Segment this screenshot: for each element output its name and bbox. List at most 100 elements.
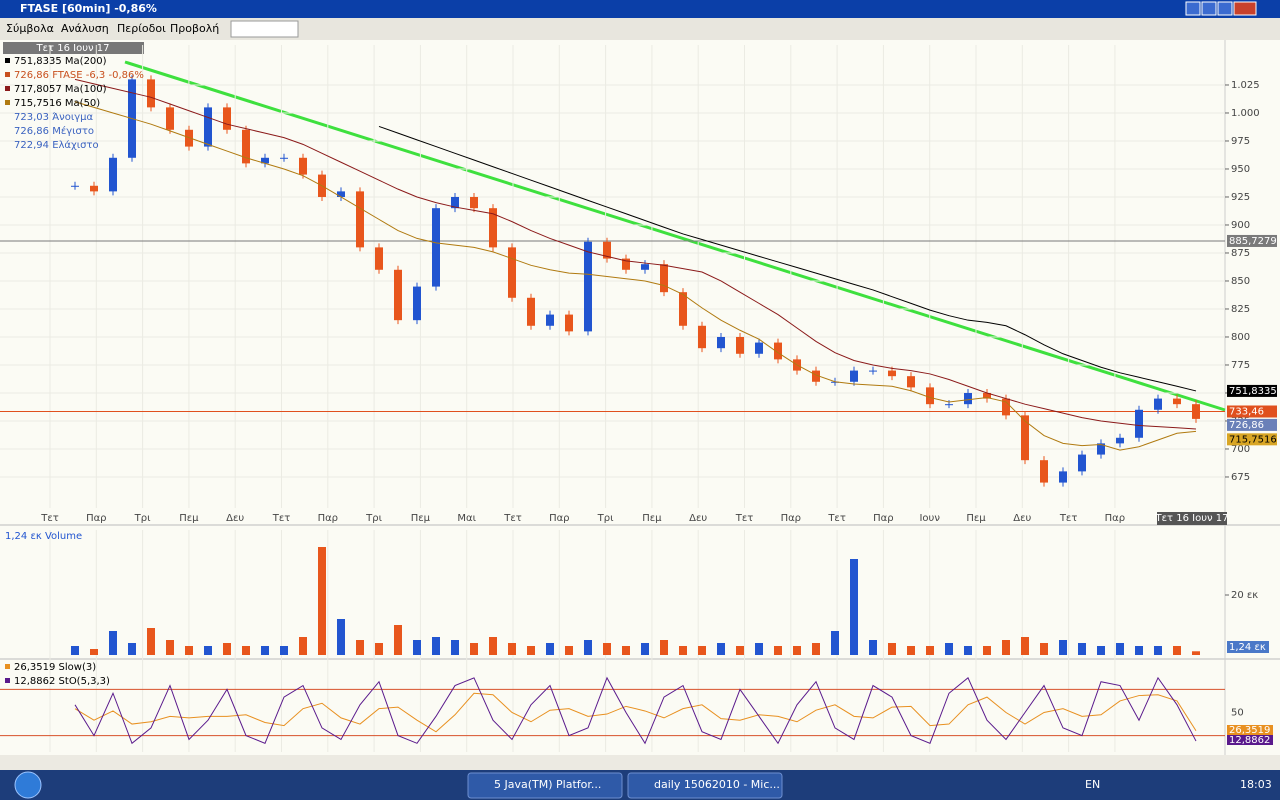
candle bbox=[641, 264, 649, 270]
candle bbox=[223, 107, 231, 130]
volume-bar bbox=[1021, 637, 1029, 655]
volume-badge bbox=[1227, 641, 1269, 653]
x-tick-label: Πεμ bbox=[642, 513, 662, 524]
candle bbox=[432, 208, 440, 287]
task-button[interactable] bbox=[467, 772, 623, 799]
price-badge bbox=[1227, 433, 1277, 446]
candle bbox=[451, 196, 459, 209]
start-button[interactable] bbox=[14, 771, 42, 799]
candle bbox=[869, 370, 877, 372]
minimize[interactable] bbox=[1185, 1, 1201, 16]
legend-name: StO(5,3,3) bbox=[59, 676, 110, 687]
date-label: Τετ 16 Ιουν 17 bbox=[36, 43, 110, 54]
trendline bbox=[124, 60, 1226, 412]
candle bbox=[299, 157, 307, 175]
legend-swatch bbox=[5, 58, 10, 63]
candle bbox=[1059, 471, 1067, 483]
search-box[interactable] bbox=[230, 20, 299, 38]
y-tick-label: 700 bbox=[1231, 444, 1250, 455]
volume-bar bbox=[109, 631, 117, 655]
x-tick-label: Παρ bbox=[1105, 513, 1125, 524]
legend-swatch bbox=[5, 86, 10, 91]
volume-bar bbox=[1040, 643, 1048, 655]
volume-bar bbox=[1059, 640, 1067, 655]
candle bbox=[1002, 398, 1010, 416]
restore[interactable] bbox=[1217, 1, 1233, 16]
volume-bar bbox=[508, 643, 516, 655]
candle bbox=[983, 392, 991, 399]
volume-bar bbox=[964, 646, 972, 655]
volume-bar bbox=[888, 643, 896, 655]
menu-item[interactable]: Προβολή bbox=[170, 22, 219, 35]
candle bbox=[185, 129, 193, 147]
candle bbox=[470, 196, 478, 209]
legend-swatch bbox=[5, 72, 10, 77]
x-tick-label: Τετ bbox=[40, 513, 59, 524]
volume-bar bbox=[641, 643, 649, 655]
volume-bar bbox=[755, 643, 763, 655]
candle bbox=[1040, 460, 1048, 483]
legend-value: 1,24 εκ bbox=[5, 531, 42, 542]
candle bbox=[1154, 398, 1162, 410]
volume-bar bbox=[907, 646, 915, 655]
scrollbar[interactable] bbox=[0, 755, 1280, 770]
legend-name: Ελάχιστο bbox=[52, 139, 98, 151]
volume-bar bbox=[1173, 646, 1181, 655]
title-bar bbox=[0, 0, 1280, 18]
volume-bar bbox=[774, 646, 782, 655]
price-badge bbox=[1227, 418, 1277, 431]
volume-bar bbox=[831, 631, 839, 655]
candle bbox=[717, 336, 725, 349]
candle bbox=[603, 241, 611, 259]
task-button[interactable] bbox=[627, 772, 783, 799]
volume-bar bbox=[945, 643, 953, 655]
legend-swatch bbox=[5, 100, 10, 105]
volume-bar bbox=[1135, 646, 1143, 655]
volume-legend: 1,24 εκ Volume bbox=[5, 531, 82, 542]
x-tick-label: Πεμ bbox=[179, 513, 199, 524]
candle bbox=[660, 264, 668, 293]
legend-value: 12,8862 bbox=[14, 676, 55, 687]
legend-entry: 723,03 Άνοιγμα bbox=[14, 111, 93, 123]
candle bbox=[90, 185, 98, 192]
candle bbox=[1116, 437, 1124, 444]
x-tick-label: Παρ bbox=[873, 513, 893, 524]
legend-entry: 722,94 Ελάχιστο bbox=[14, 139, 99, 151]
price-badge bbox=[1227, 384, 1277, 397]
price-badge-label: 733,46 bbox=[1229, 407, 1264, 418]
candle bbox=[736, 336, 744, 354]
volume-bar bbox=[698, 646, 706, 655]
candle bbox=[755, 342, 763, 354]
x-tick-label: Παρ bbox=[318, 513, 338, 524]
y-tick-label: 875 bbox=[1231, 248, 1250, 259]
close[interactable] bbox=[1233, 1, 1257, 16]
volume-bar bbox=[1192, 651, 1200, 655]
volume-bar bbox=[204, 646, 212, 655]
task-label: daily 15062010 - Mic... bbox=[654, 778, 780, 791]
candle bbox=[926, 387, 934, 405]
maximize[interactable] bbox=[1201, 1, 1217, 16]
date-badge bbox=[1157, 512, 1227, 525]
volume-bar bbox=[1097, 646, 1105, 655]
volume-bar bbox=[261, 646, 269, 655]
volume-bar bbox=[850, 559, 858, 655]
menu-item[interactable]: Ανάλυση bbox=[61, 22, 109, 35]
osc-legend: 12,8862 StO(5,3,3) bbox=[14, 676, 110, 687]
y-tick-label: 675 bbox=[1231, 472, 1250, 483]
candle bbox=[964, 392, 972, 405]
legend-name: Άνοιγμα bbox=[52, 111, 93, 123]
volume-bar bbox=[565, 646, 573, 655]
candle bbox=[584, 241, 592, 332]
candle bbox=[261, 157, 269, 164]
x-tick-label: Τετ bbox=[503, 513, 522, 524]
menu-item[interactable]: Σύμβολα bbox=[6, 22, 54, 35]
x-tick-label: Τρι bbox=[365, 513, 382, 524]
legend-swatch bbox=[5, 678, 10, 683]
candle bbox=[527, 297, 535, 326]
osc-badge bbox=[1227, 725, 1273, 735]
x-tick-label: Τετ bbox=[735, 513, 754, 524]
volume-bar bbox=[489, 637, 497, 655]
menu-item[interactable]: Περίοδοι bbox=[117, 22, 166, 35]
x-tick-label: Τετ bbox=[827, 513, 846, 524]
candle bbox=[622, 258, 630, 270]
